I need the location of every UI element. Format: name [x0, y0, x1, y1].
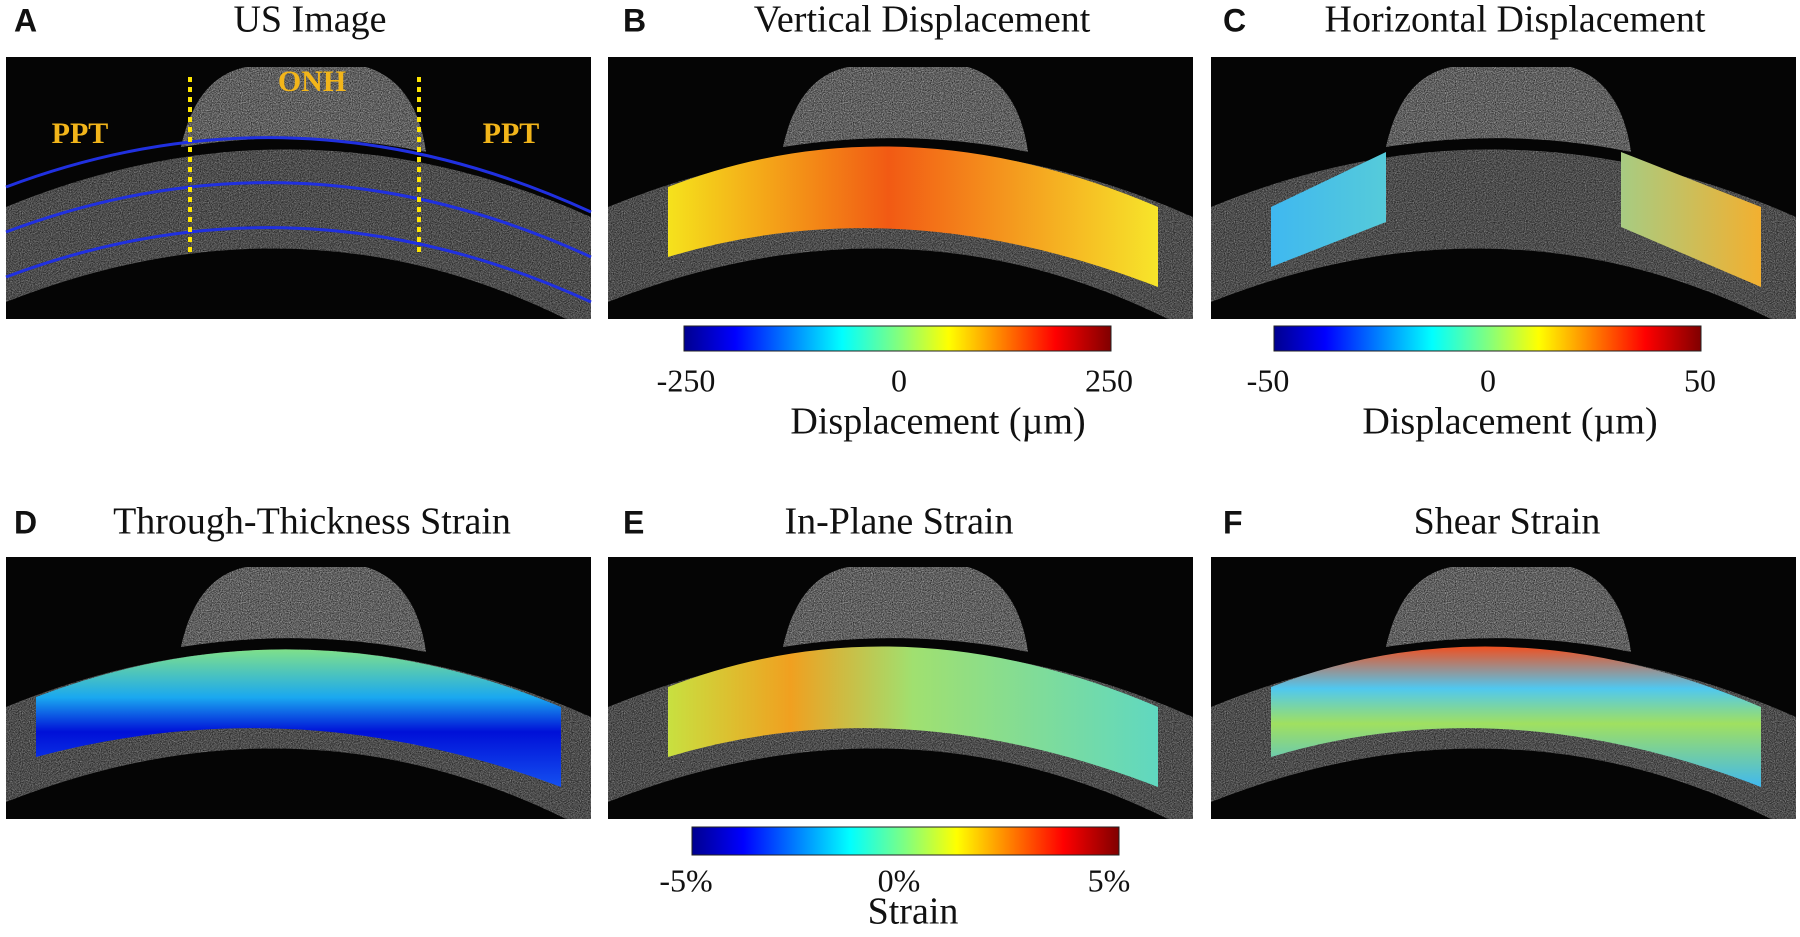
colorbar-tick: 5% — [1088, 862, 1131, 898]
panel-title: Through-Thickness Strain — [113, 501, 511, 543]
color-overlay — [1271, 646, 1761, 787]
image-panel — [6, 557, 591, 819]
colorbar-tick: 250 — [1085, 362, 1133, 398]
image-panel — [608, 57, 1193, 319]
boundary-curve — [5, 226, 592, 304]
nerve-head — [181, 567, 426, 652]
boundary-curve — [5, 136, 592, 214]
panel-letter: B — [623, 2, 646, 38]
panel-title: Horizontal Displacement — [1325, 0, 1706, 41]
panel-title: US Image — [233, 0, 386, 41]
panel-title: In-Plane Strain — [784, 501, 1013, 543]
image-panel — [1211, 557, 1796, 819]
panel-title: Shear Strain — [1414, 501, 1601, 543]
nerve-head — [783, 567, 1028, 652]
colorbar-label: Displacement (µm) — [1362, 401, 1657, 443]
colorbar — [1273, 325, 1702, 352]
panel-title: Vertical Displacement — [754, 0, 1091, 41]
panel-letter: C — [1223, 2, 1246, 38]
panel-letter: A — [14, 2, 37, 38]
colorbar-tick: 50 — [1684, 362, 1716, 398]
image-panel — [5, 57, 592, 319]
colorbar-tick: -250 — [657, 362, 716, 398]
colorbar-tick: 0 — [1480, 362, 1496, 398]
colorbar-tick: 0 — [891, 362, 907, 398]
colorbar-tick: 0% — [878, 862, 921, 898]
colorbar-label: Strain — [868, 891, 959, 933]
boundary-curve — [5, 181, 592, 259]
panels — [5, 57, 1796, 819]
annotation: ONH — [278, 65, 346, 98]
panel-letter: E — [623, 504, 644, 540]
nerve-head — [1386, 67, 1631, 152]
colorbar — [691, 826, 1120, 856]
colorbar — [683, 325, 1112, 352]
nerve-head — [181, 67, 426, 152]
color-overlay — [1271, 152, 1761, 287]
color-overlay — [36, 649, 561, 787]
colorbar-tick: -50 — [1247, 362, 1290, 398]
panel-letter: F — [1223, 504, 1243, 540]
color-overlay — [668, 146, 1158, 287]
color-overlay — [668, 646, 1158, 787]
colorbar-label: Displacement (µm) — [790, 401, 1085, 443]
nerve-head — [1386, 567, 1631, 652]
panel-letter: D — [14, 504, 37, 540]
image-panel — [608, 557, 1193, 819]
annotation: PPT — [483, 117, 540, 150]
image-panel — [1211, 57, 1796, 319]
nerve-head — [783, 67, 1028, 152]
colorbar-tick: -5% — [659, 862, 712, 898]
annotation: PPT — [52, 117, 109, 150]
